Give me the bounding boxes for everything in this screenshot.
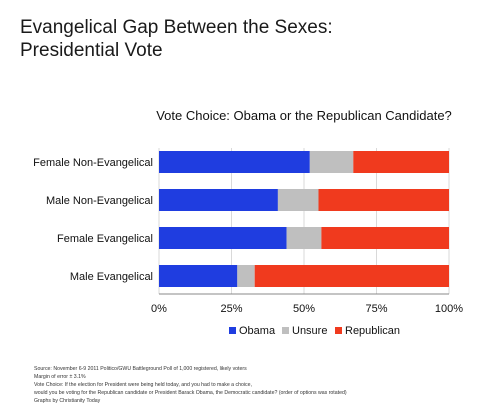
legend-label-republican: Republican [345, 325, 400, 337]
category-label-0: Female Non-Evangelical [33, 157, 153, 169]
x-tick-label-0: 0% [151, 303, 167, 315]
category-label-1: Male Non-Evangelical [46, 195, 153, 207]
category-label-2: Female Evangelical [57, 233, 153, 245]
x-tick-label-2: 50% [293, 303, 315, 315]
bar-obama-3 [159, 265, 238, 287]
bar-obama-1 [159, 189, 278, 211]
bar-unsure-0 [309, 151, 354, 173]
footnote-source: Source: November 6-9 2011 Politico/GWU B… [34, 366, 247, 372]
bar-republican-0 [353, 151, 449, 173]
bar-republican-2 [321, 227, 449, 249]
bar-unsure-3 [237, 265, 255, 287]
chart-title: Vote Choice: Obama or the Republican Can… [156, 108, 452, 123]
x-tick-label-1: 25% [220, 303, 242, 315]
footnote-margin: Margin of error ± 3.1% [34, 374, 86, 380]
bar-obama-2 [159, 227, 287, 249]
stacked-bar-chart: Vote Choice: Obama or the Republican Can… [33, 108, 463, 337]
x-tick-label-4: 100% [435, 303, 463, 315]
legend-label-unsure: Unsure [292, 325, 327, 337]
category-label-3: Male Evangelical [70, 271, 153, 283]
bar-obama-0 [159, 151, 310, 173]
footnote-credit: Graphs by Christianity Today [34, 398, 101, 404]
bar-unsure-1 [277, 189, 319, 211]
legend-swatch-republican [335, 327, 342, 334]
page-title: Evangelical Gap Between the Sexes: Presi… [20, 16, 333, 62]
bar-republican-1 [318, 189, 449, 211]
footnote-question: Vote Choice: If the election for Preside… [34, 382, 252, 388]
page-title-line-1: Evangelical Gap Between the Sexes: [20, 17, 333, 38]
bar-republican-3 [254, 265, 449, 287]
footnote-question-cont: would you be voting for the Republican c… [34, 390, 347, 396]
x-tick-label-3: 75% [365, 303, 387, 315]
legend-swatch-unsure [282, 327, 289, 334]
page-title-line-2: Presidential Vote [20, 40, 163, 61]
footnotes: Source: November 6-9 2011 Politico/GWU B… [34, 365, 494, 405]
legend-swatch-obama [229, 327, 236, 334]
bar-unsure-2 [286, 227, 322, 249]
legend-label-obama: Obama [239, 325, 276, 337]
